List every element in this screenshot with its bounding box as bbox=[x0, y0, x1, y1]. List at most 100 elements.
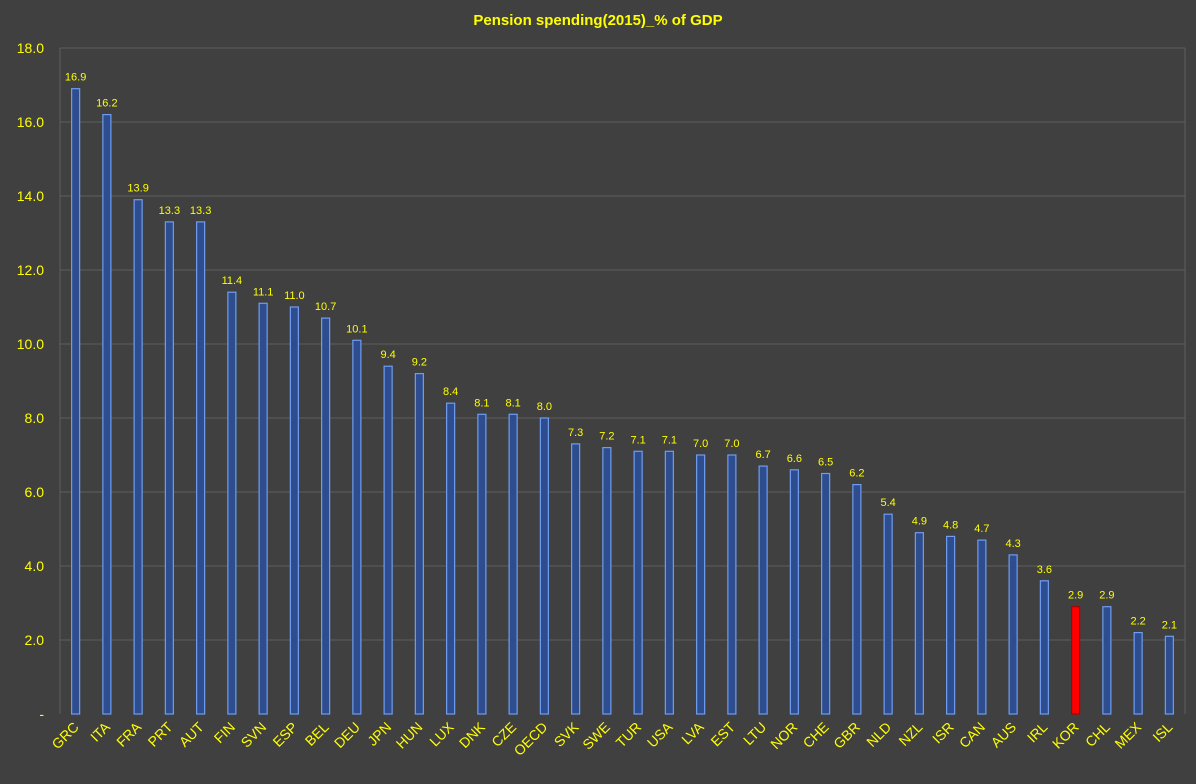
data-label-gbr: 6.2 bbox=[849, 468, 864, 480]
bar-oecd bbox=[539, 417, 549, 715]
data-label-deu: 10.1 bbox=[346, 323, 367, 335]
bar-grc bbox=[71, 88, 81, 715]
x-tick-label-nzl: NZL bbox=[895, 719, 925, 749]
x-tick-label-gbr: GBR bbox=[830, 719, 863, 752]
y-tick-label: 18.0 bbox=[17, 40, 44, 56]
data-label-bel: 10.7 bbox=[315, 301, 336, 313]
bar-cze bbox=[508, 413, 518, 715]
x-tick-label-can: CAN bbox=[956, 719, 988, 751]
data-label-dnk: 8.1 bbox=[474, 397, 489, 409]
data-label-che: 6.5 bbox=[818, 457, 833, 469]
data-label-can: 4.7 bbox=[974, 523, 989, 535]
data-label-nzl: 4.9 bbox=[912, 516, 927, 528]
bar-tur bbox=[633, 450, 643, 715]
bar-svn bbox=[258, 302, 268, 715]
x-tick-label-oecd: OECD bbox=[511, 719, 551, 759]
x-tick-label-prt: PRT bbox=[145, 718, 176, 749]
bar-gbr bbox=[852, 484, 862, 715]
data-label-svk: 7.3 bbox=[568, 427, 583, 439]
data-label-mex: 2.2 bbox=[1130, 616, 1145, 628]
data-label-lux: 8.4 bbox=[443, 386, 458, 398]
data-label-fin: 11.4 bbox=[222, 275, 243, 287]
bar-jpn bbox=[383, 365, 393, 715]
bar-est bbox=[727, 454, 737, 715]
bar-aut bbox=[196, 221, 206, 715]
bar-mex bbox=[1133, 631, 1143, 715]
x-tick-label-hun: HUN bbox=[393, 719, 426, 752]
x-tick-label-fra: FRA bbox=[113, 718, 145, 750]
y-tick-label: - bbox=[39, 706, 44, 722]
data-labels: 16.9 16.2 13.9 13.3 13.3 11.4 11.1 11.0 10.7 10.1… bbox=[65, 72, 1177, 632]
bar-fra bbox=[133, 199, 143, 715]
bars bbox=[71, 88, 1174, 715]
data-label-isr: 4.8 bbox=[943, 519, 958, 531]
bar-nld bbox=[883, 513, 893, 715]
x-tick-label-nld: NLD bbox=[863, 719, 894, 750]
data-label-tur: 7.1 bbox=[630, 434, 645, 446]
x-tick-label-deu: DEU bbox=[331, 719, 363, 751]
x-tick-label-irl: IRL bbox=[1024, 719, 1051, 746]
x-tick-label-nor: NOR bbox=[767, 719, 800, 752]
bar-isl bbox=[1164, 635, 1174, 715]
x-tick-label-jpn: JPN bbox=[364, 719, 394, 749]
bar-isr bbox=[946, 535, 956, 715]
data-label-irl: 3.6 bbox=[1037, 564, 1052, 576]
y-tick-label: 12.0 bbox=[17, 262, 44, 278]
x-tick-label-aus: AUS bbox=[988, 719, 1020, 751]
data-label-fra: 13.9 bbox=[127, 183, 148, 195]
x-tick-label-fin: FIN bbox=[211, 719, 238, 746]
y-tick-label: 6.0 bbox=[25, 484, 45, 500]
data-label-kor: 2.9 bbox=[1068, 590, 1083, 602]
bar-kor bbox=[1071, 606, 1081, 715]
data-label-jpn: 9.4 bbox=[380, 349, 395, 361]
x-tick-label-ita: ITA bbox=[87, 718, 113, 744]
x-tick-label-dnk: DNK bbox=[456, 718, 489, 751]
x-tick-label-lva: LVA bbox=[678, 718, 707, 747]
data-label-est: 7.0 bbox=[724, 438, 739, 450]
bar-nzl bbox=[914, 532, 924, 715]
x-tick-label-esp: ESP bbox=[269, 719, 300, 750]
bar-nor bbox=[789, 469, 799, 715]
data-label-nor: 6.6 bbox=[787, 453, 802, 465]
x-tick-label-isl: ISL bbox=[1149, 719, 1175, 745]
y-tick-label: 2.0 bbox=[25, 632, 45, 648]
y-tick-label: 4.0 bbox=[25, 558, 45, 574]
x-tick-label-usa: USA bbox=[644, 718, 676, 750]
bar-lux bbox=[446, 402, 456, 715]
gridlines bbox=[59, 47, 1186, 714]
data-label-lva: 7.0 bbox=[693, 438, 708, 450]
bar-chl bbox=[1102, 606, 1112, 715]
data-label-ltu: 6.7 bbox=[755, 449, 770, 461]
x-tick-label-aut: AUT bbox=[176, 718, 207, 749]
data-label-prt: 13.3 bbox=[159, 205, 180, 217]
data-label-hun: 9.2 bbox=[412, 357, 427, 369]
x-tick-label-bel: BEL bbox=[302, 719, 332, 749]
data-label-esp: 11.0 bbox=[284, 290, 305, 302]
x-tick-label-chl: CHL bbox=[1082, 719, 1113, 750]
y-tick-label: 10.0 bbox=[17, 336, 44, 352]
bar-svk bbox=[571, 443, 581, 715]
bar-esp bbox=[289, 306, 299, 715]
bar-irl bbox=[1039, 580, 1049, 715]
data-label-ita: 16.2 bbox=[96, 98, 117, 110]
bar-can bbox=[977, 539, 987, 715]
x-tick-label-swe: SWE bbox=[579, 719, 613, 753]
x-tick-label-tur: TUR bbox=[613, 719, 645, 751]
data-label-aut: 13.3 bbox=[190, 205, 211, 217]
x-tick-label-lux: LUX bbox=[426, 718, 457, 749]
x-tick-label-che: CHE bbox=[800, 719, 832, 751]
bar-dnk bbox=[477, 413, 487, 715]
data-label-nld: 5.4 bbox=[880, 497, 895, 509]
bar-prt bbox=[164, 221, 174, 715]
bar-deu bbox=[352, 339, 362, 715]
bar-hun bbox=[414, 373, 424, 715]
data-label-isl: 2.1 bbox=[1162, 619, 1177, 631]
bar-swe bbox=[602, 447, 612, 715]
x-tick-label-est: EST bbox=[707, 718, 738, 749]
x-tick-label-svn: SVN bbox=[238, 719, 270, 751]
bar-usa bbox=[664, 450, 674, 715]
x-tick-label-grc: GRC bbox=[48, 719, 81, 752]
data-label-aus: 4.3 bbox=[1005, 538, 1020, 550]
x-tick-label-svk: SVK bbox=[551, 718, 583, 750]
